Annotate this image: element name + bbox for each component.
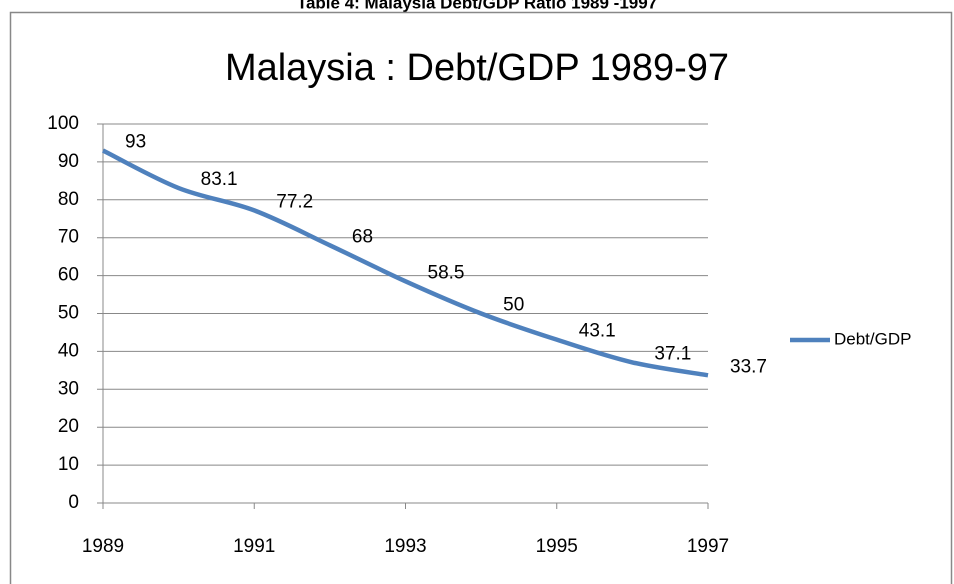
- data-label: 83.1: [201, 169, 238, 190]
- chart-border: [9, 11, 953, 584]
- y-tick-label: 40: [58, 340, 79, 361]
- caption: Table 4: Malaysia Debt/GDP Ratio 1989 -1…: [297, 0, 657, 12]
- chart-title: Malaysia : Debt/GDP 1989-97: [225, 47, 729, 89]
- x-tick-label: 1989: [82, 536, 124, 557]
- data-label: 93: [125, 132, 146, 153]
- y-tick-label: 70: [58, 227, 79, 248]
- y-tick-label: 0: [68, 492, 79, 513]
- data-label: 43.1: [579, 321, 616, 342]
- data-label: 68: [352, 226, 373, 247]
- x-tick-label: 1993: [384, 536, 426, 557]
- y-tick-label: 60: [58, 265, 79, 286]
- series-line: [101, 148, 709, 378]
- x-tick-label: 1991: [233, 536, 275, 557]
- data-label: 37.1: [654, 343, 691, 364]
- data-label: 50: [503, 295, 524, 316]
- y-tick-label: 20: [58, 416, 79, 437]
- data-label: 77.2: [276, 191, 313, 212]
- y-tick-label: 80: [58, 189, 79, 210]
- y-tick-label: 90: [58, 151, 79, 172]
- y-tick-label: 30: [58, 378, 79, 399]
- y-tick-label: 100: [47, 113, 79, 134]
- y-tick-label: 50: [58, 303, 79, 324]
- x-tick-label: 1995: [536, 536, 578, 557]
- x-tick-label: 1997: [687, 536, 729, 557]
- legend-label: Debt/GDP: [834, 329, 911, 348]
- data-label: 58.5: [428, 262, 465, 283]
- data-label: 33.7: [730, 356, 767, 377]
- y-tick-label: 10: [58, 454, 79, 475]
